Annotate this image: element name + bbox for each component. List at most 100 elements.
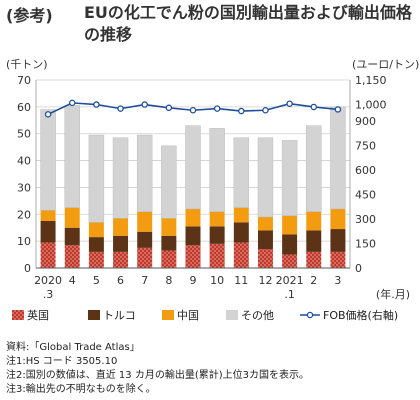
bar-turkey: [64, 227, 80, 246]
bar-uk: [209, 243, 225, 268]
bar-china: [209, 211, 225, 227]
bar-uk: [185, 245, 201, 268]
x-tick-label: 5: [93, 274, 100, 287]
x-tick-label: 12: [258, 274, 272, 287]
bar-uk: [88, 251, 104, 268]
bar-china: [233, 207, 249, 223]
bar-turkey: [282, 234, 298, 255]
right-tick-label: 450: [355, 188, 376, 201]
fob-price-point: [93, 101, 100, 108]
bar-china: [64, 207, 80, 228]
legend-other-swatch: [226, 310, 238, 320]
bar-other: [136, 134, 153, 212]
left-axis-unit: (千トン): [6, 58, 48, 71]
left-tick-label: 20: [17, 208, 31, 221]
legend-fob-marker: [306, 311, 314, 319]
bar-uk: [113, 251, 129, 268]
bar-other: [40, 109, 56, 211]
x-tick-label: 4: [69, 274, 76, 287]
left-tick-label: 30: [17, 181, 31, 194]
bar-turkey: [330, 229, 346, 252]
bar-turkey: [40, 221, 56, 243]
bar-turkey: [209, 226, 225, 244]
left-tick-label: 0: [24, 262, 31, 275]
legend-turkey-swatch: [88, 310, 100, 320]
bar-uk: [257, 249, 273, 268]
legend-china-swatch: [162, 310, 174, 320]
fob-price-point: [213, 105, 221, 112]
x-tick-label: 9: [190, 274, 197, 287]
title-prefix: (参考): [6, 6, 53, 25]
right-tick-label: 600: [355, 164, 376, 177]
bar-other: [306, 125, 322, 212]
fob-price-point: [189, 106, 197, 114]
fob-price-point: [165, 104, 173, 112]
bar-uk: [282, 254, 298, 268]
bar-other: [64, 105, 80, 208]
fob-price-point: [334, 106, 342, 113]
note-2: 注2:国別の数値は、直近 13 カ月の輸出量(累計)上位3カ国を表示。: [6, 370, 309, 381]
bar-china: [306, 211, 322, 231]
note-source: 資料:「Global Trade Atlas」: [6, 342, 140, 353]
left-tick-label: 60: [17, 101, 31, 114]
bar-china: [113, 218, 129, 236]
x-tick-label: 2: [310, 274, 317, 287]
bar-other: [209, 128, 225, 212]
x-axis-unit: (年.月): [376, 287, 410, 301]
bar-other: [161, 145, 177, 219]
fob-price-point: [141, 101, 148, 108]
x-tick-label: 7: [141, 274, 148, 287]
bar-turkey: [137, 231, 153, 248]
x-tick-label: .3: [43, 288, 54, 301]
bar-other: [112, 137, 129, 219]
bar-turkey: [161, 235, 177, 251]
bar-other: [88, 134, 105, 223]
right-tick-label: 300: [355, 213, 376, 226]
bar-uk: [233, 242, 249, 268]
bar-turkey: [113, 235, 129, 252]
bar-turkey: [306, 230, 322, 252]
legend-other-label: その他: [241, 309, 274, 322]
x-tick-label: 2020: [34, 274, 62, 287]
x-tick-label: .1: [284, 288, 295, 301]
fob-price-point: [286, 100, 293, 107]
legend-fob-label: FOB価格(右軸): [323, 308, 398, 322]
legend-uk-swatch: [12, 310, 24, 320]
bar-china: [330, 208, 346, 230]
chart: 0 10 20 30 40 50 60 70 0 150 300 450 600 750 900 1,000 1…: [12, 74, 410, 322]
fob-price-point: [262, 106, 269, 114]
bar-china: [185, 208, 201, 227]
bar-china: [40, 210, 56, 221]
bar-other: [233, 137, 250, 208]
bar-turkey: [185, 226, 201, 246]
bar-uk: [137, 247, 153, 268]
right-tick-label: 900: [355, 115, 376, 128]
bar-other: [330, 106, 346, 210]
left-tick-label: 50: [17, 128, 31, 141]
right-tick-label: 750: [355, 139, 376, 152]
right-tick-label: 150: [355, 237, 376, 250]
x-tick-label: 3: [334, 274, 341, 287]
note-3: 注3:輸出先の不明なものを除く。: [6, 384, 156, 395]
legend-turkey-label: トルコ: [103, 309, 136, 322]
bar-china: [137, 211, 153, 232]
left-tick-label: 70: [17, 74, 31, 87]
bar-other: [185, 125, 201, 210]
fob-price-point: [68, 99, 76, 107]
title-main: EUの化工でん粉の国別輸出量および輸出価格の推移: [84, 3, 412, 44]
bar-china: [161, 218, 177, 236]
legend-china-label: 中国: [177, 309, 199, 322]
bar-uk: [306, 251, 322, 268]
bar-uk: [161, 250, 177, 268]
x-tick-label: 8: [165, 274, 172, 287]
right-axis-unit: (ユーロ/トン): [352, 58, 420, 71]
notes: 資料:「Global Trade Atlas」 注1:HS コード 3505.1…: [6, 341, 309, 397]
fob-price-point: [44, 111, 52, 118]
bar-china: [88, 222, 104, 238]
right-tick-label: 0: [355, 262, 362, 275]
x-tick-label: 10: [210, 274, 224, 287]
fob-price-point: [238, 107, 245, 115]
right-tick-label: 1,150: [355, 74, 387, 87]
x-tick-label: 11: [234, 274, 248, 287]
left-tick-label: 40: [17, 155, 31, 168]
